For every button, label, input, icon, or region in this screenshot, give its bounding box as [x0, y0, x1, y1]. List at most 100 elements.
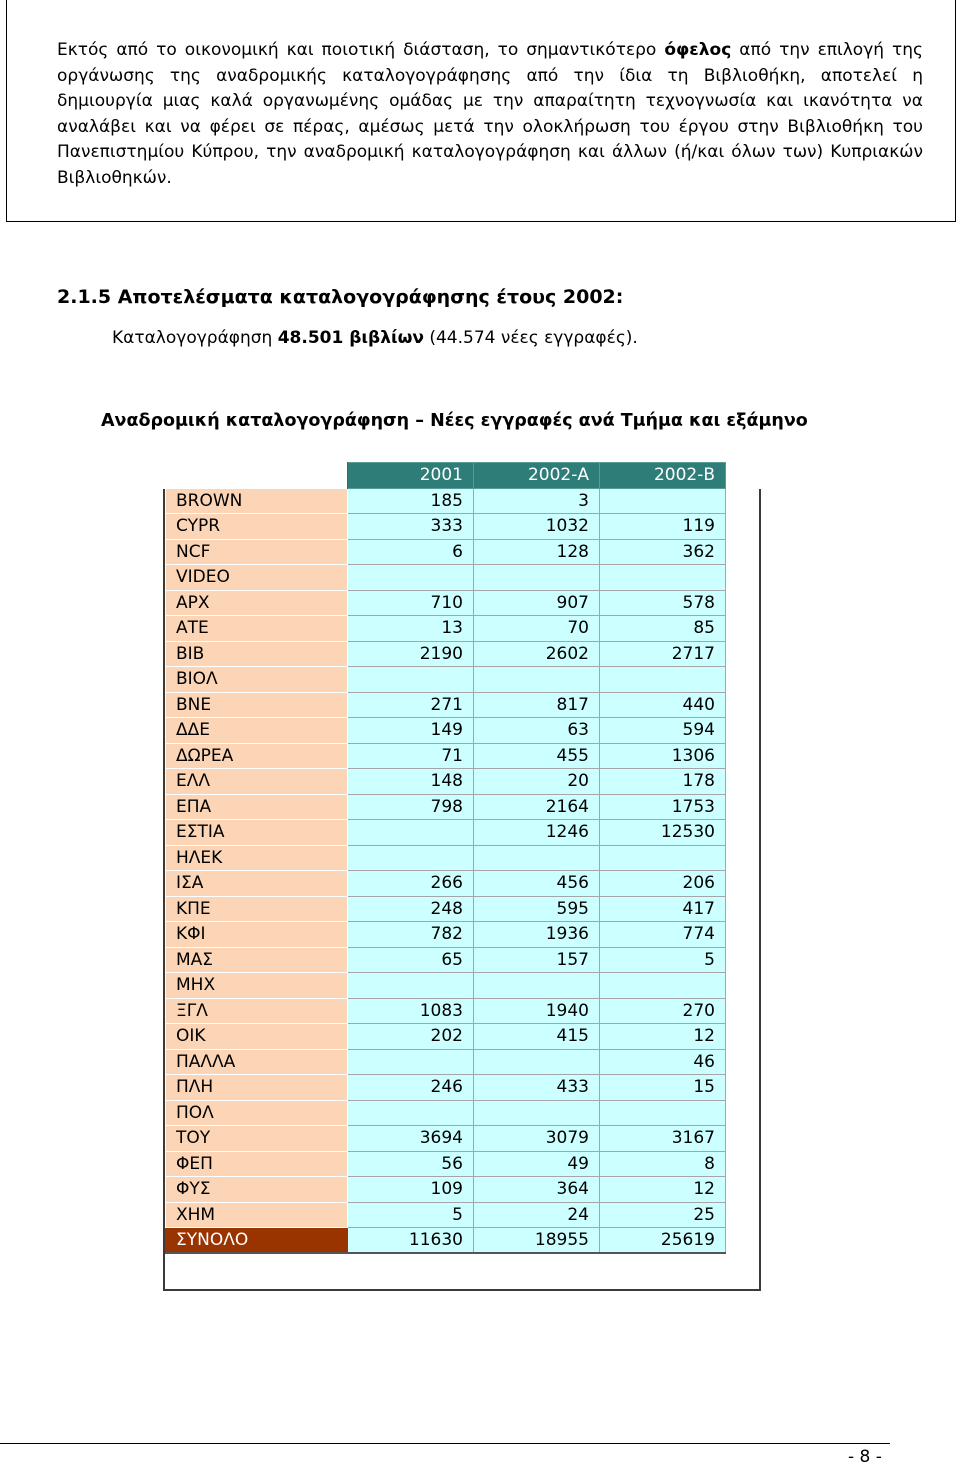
value-cell [347, 1099, 474, 1126]
value-cell: 5 [599, 946, 726, 973]
value-cell: 3079 [473, 1125, 600, 1152]
value-cell: 12530 [599, 819, 726, 846]
row-label: ΦΥΣ [165, 1176, 348, 1203]
value-cell: 2602 [473, 640, 600, 667]
value-cell: 433 [473, 1074, 600, 1101]
table-row: VIDEO [165, 564, 726, 591]
value-cell: 18955 [473, 1227, 600, 1254]
table-row: ΚΠΕ 248 595 417 [165, 895, 726, 922]
value-cell: 20 [473, 768, 600, 795]
value-cell: 1936 [473, 921, 600, 948]
table-row: ΞΓΛ 1083 1940 270 [165, 997, 726, 1024]
table-row: ΕΠΑ 798 2164 1753 [165, 793, 726, 820]
value-cell: 11630 [347, 1227, 474, 1254]
row-label: ΕΛΛ [165, 768, 348, 795]
row-label: ΤΟΥ [165, 1125, 348, 1152]
value-cell: 798 [347, 793, 474, 820]
table-row: ΕΛΛ 148 20 178 [165, 768, 726, 795]
value-cell: 71 [347, 742, 474, 769]
value-cell: 65 [347, 946, 474, 973]
value-cell: 148 [347, 768, 474, 795]
value-cell: 1940 [473, 997, 600, 1024]
table-row: ΧΗΜ 5 24 25 [165, 1201, 726, 1228]
value-cell: 1083 [347, 997, 474, 1024]
row-label: ΕΣΤΙΑ [165, 819, 348, 846]
value-cell: 8 [599, 1150, 726, 1177]
section-heading: 2.1.5 Αποτελέσματα καταλογογράφησης έτου… [57, 286, 624, 308]
value-cell: 817 [473, 691, 600, 718]
value-cell: 3694 [347, 1125, 474, 1152]
value-cell [473, 1099, 600, 1126]
value-cell: 109 [347, 1176, 474, 1203]
value-cell [347, 564, 474, 591]
value-cell [599, 844, 726, 871]
intro-box [6, 0, 956, 222]
column-header-2001: 2001 [347, 462, 474, 489]
row-label: ΙΣΑ [165, 870, 348, 897]
value-cell: 2717 [599, 640, 726, 667]
value-cell: 595 [473, 895, 600, 922]
row-label: ΞΓΛ [165, 997, 348, 1024]
row-label: ΗΛΕΚ [165, 844, 348, 871]
row-label: ΔΔΕ [165, 717, 348, 744]
row-label: ΕΠΑ [165, 793, 348, 820]
table-row: ΕΣΤΙΑ 1246 12530 [165, 819, 726, 846]
table-row: ΠΑΛΛΑ 46 [165, 1048, 726, 1075]
table-corner-cell [165, 462, 348, 488]
row-label: ΚΠΕ [165, 895, 348, 922]
value-cell: 271 [347, 691, 474, 718]
row-label: ΠΛΗ [165, 1074, 348, 1101]
row-label: ΒΙΒ [165, 640, 348, 667]
footer-divider [0, 1443, 890, 1444]
row-label: CYPR [165, 513, 348, 540]
row-label: ΑΤΕ [165, 615, 348, 642]
value-cell: 25 [599, 1201, 726, 1228]
value-cell: 157 [473, 946, 600, 973]
value-cell: 1306 [599, 742, 726, 769]
value-cell: 24 [473, 1201, 600, 1228]
row-label: BROWN [165, 487, 348, 514]
intro-paragraph: Εκτός από το οικονομική και ποιοτική διά… [57, 38, 923, 191]
value-cell: 185 [347, 487, 474, 514]
table-row: CYPR 333 1032 119 [165, 513, 726, 540]
table-row: NCF 6 128 362 [165, 538, 726, 565]
row-label: ΣΥΝΟΛΟ [165, 1227, 348, 1254]
records-table: 2001 2002-Α 2002-Β BROWN 185 3 CYPR 333 1032 1… [165, 462, 726, 1254]
value-cell [473, 1048, 600, 1075]
table-row: ΜΑΣ 65 157 5 [165, 946, 726, 973]
value-cell: 128 [473, 538, 600, 565]
value-cell [473, 972, 600, 999]
value-cell: 248 [347, 895, 474, 922]
value-cell [347, 666, 474, 693]
table-row: BROWN 185 3 [165, 487, 726, 514]
value-cell: 12 [599, 1023, 726, 1050]
summary-line: Καταλογογράφηση 48.501 βιβλίων (44.574 ν… [112, 328, 638, 348]
value-cell: 455 [473, 742, 600, 769]
value-cell: 578 [599, 589, 726, 616]
value-cell: 362 [599, 538, 726, 565]
row-label: ΠΑΛΛΑ [165, 1048, 348, 1075]
column-header-2002b: 2002-Β [599, 462, 726, 489]
table-row: ΠΛΗ 246 433 15 [165, 1074, 726, 1101]
value-cell: 70 [473, 615, 600, 642]
value-cell [599, 666, 726, 693]
row-label: ΧΗΜ [165, 1201, 348, 1228]
row-label: NCF [165, 538, 348, 565]
table-row: ΠΟΛ [165, 1099, 726, 1126]
table-row: ΟΙΚ 202 415 12 [165, 1023, 726, 1050]
value-cell: 15 [599, 1074, 726, 1101]
table-total-row: ΣΥΝΟΛΟ 11630 18955 25619 [165, 1227, 726, 1254]
row-label: ΦΕΠ [165, 1150, 348, 1177]
value-cell: 415 [473, 1023, 600, 1050]
intro-text-after: από την επιλογή της οργάνωσης της αναδρο… [57, 40, 924, 188]
row-label: ΜΗΧ [165, 972, 348, 999]
row-label: ΟΙΚ [165, 1023, 348, 1050]
value-cell: 1753 [599, 793, 726, 820]
row-label: ΒΙΟΛ [165, 666, 348, 693]
value-cell: 440 [599, 691, 726, 718]
row-label: ΑΡΧ [165, 589, 348, 616]
value-cell: 594 [599, 717, 726, 744]
value-cell: 364 [473, 1176, 600, 1203]
table-row: ΔΔΕ 149 63 594 [165, 717, 726, 744]
value-cell: 49 [473, 1150, 600, 1177]
